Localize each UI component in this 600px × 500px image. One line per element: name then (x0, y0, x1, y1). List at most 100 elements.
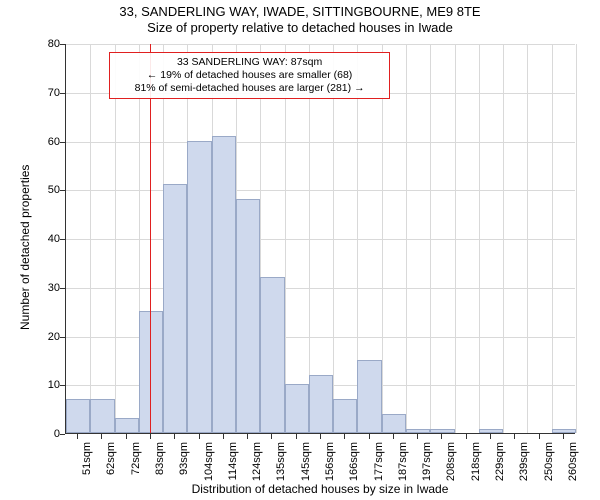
gridline-v (576, 44, 577, 433)
y-tick (60, 385, 65, 386)
x-tick (174, 434, 175, 439)
x-tick (126, 434, 127, 439)
x-tick-label: 260sqm (567, 442, 579, 482)
y-tick-label: 10 (30, 379, 60, 391)
annotation-box: 33 SANDERLING WAY: 87sqm← 19% of detache… (109, 52, 390, 99)
gridline-v (479, 44, 480, 433)
histogram-bar (90, 399, 114, 433)
x-tick-label: 250sqm (543, 442, 555, 482)
y-tick-label: 0 (30, 428, 60, 440)
histogram-bar (236, 199, 260, 433)
gridline-v (90, 44, 91, 433)
marker-line (150, 44, 151, 433)
histogram-bar (309, 375, 333, 434)
x-tick (466, 434, 467, 439)
y-tick-label: 70 (30, 87, 60, 99)
x-tick (271, 434, 272, 439)
x-tick (344, 434, 345, 439)
x-tick (247, 434, 248, 439)
y-tick (60, 434, 65, 435)
y-tick (60, 239, 65, 240)
x-tick-label: 62sqm (105, 442, 117, 482)
x-tick (369, 434, 370, 439)
gridline-v (503, 44, 504, 433)
x-tick (490, 434, 491, 439)
x-tick-label: 51sqm (81, 442, 93, 482)
x-tick-label: 187sqm (397, 442, 409, 482)
histogram-bar (479, 429, 503, 433)
y-tick (60, 288, 65, 289)
histogram-bar (163, 184, 187, 433)
gridline-v (115, 44, 116, 433)
plot-area: 33 SANDERLING WAY: 87sqm← 19% of detache… (65, 44, 575, 434)
x-tick-label: 229sqm (494, 442, 506, 482)
x-tick (539, 434, 540, 439)
annotation-line-1: 33 SANDERLING WAY: 87sqm (116, 56, 383, 69)
x-tick (320, 434, 321, 439)
histogram-bar (285, 384, 309, 433)
y-tick (60, 142, 65, 143)
histogram-bar (382, 414, 406, 434)
x-tick-label: 239sqm (518, 442, 530, 482)
x-tick (393, 434, 394, 439)
gridline-v (406, 44, 407, 433)
gridline-h (66, 44, 575, 45)
x-tick-label: 72sqm (130, 442, 142, 482)
gridline-h (66, 288, 575, 289)
x-tick-label: 208sqm (445, 442, 457, 482)
gridline-v (455, 44, 456, 433)
histogram-bar (406, 429, 430, 433)
gridline-h (66, 239, 575, 240)
x-tick-label: 114sqm (227, 442, 239, 482)
x-tick-label: 145sqm (300, 442, 312, 482)
y-tick (60, 190, 65, 191)
chart-container: { "title_line1": "33, SANDERLING WAY, IW… (0, 0, 600, 500)
annotation-line-3: 81% of semi-detached houses are larger (… (116, 82, 383, 95)
x-tick-label: 166sqm (348, 442, 360, 482)
x-tick-label: 177sqm (373, 442, 385, 482)
x-tick-label: 156sqm (324, 442, 336, 482)
x-tick (563, 434, 564, 439)
x-tick (441, 434, 442, 439)
histogram-bar (212, 136, 236, 433)
y-tick-label: 80 (30, 38, 60, 50)
x-axis-label: Distribution of detached houses by size … (65, 482, 575, 496)
x-tick-label: 83sqm (154, 442, 166, 482)
title-line-2: Size of property relative to detached ho… (147, 20, 453, 35)
histogram-bar (357, 360, 381, 433)
histogram-bar (552, 429, 576, 433)
gridline-v (382, 44, 383, 433)
x-tick (101, 434, 102, 439)
gridline-v (527, 44, 528, 433)
histogram-bar (260, 277, 284, 433)
x-tick (223, 434, 224, 439)
x-tick (150, 434, 151, 439)
x-tick (296, 434, 297, 439)
gridline-v (333, 44, 334, 433)
y-tick-label: 50 (30, 184, 60, 196)
histogram-bar (66, 399, 90, 433)
x-tick (199, 434, 200, 439)
gridline-v (285, 44, 286, 433)
gridline-v (552, 44, 553, 433)
y-tick-label: 60 (30, 136, 60, 148)
annotation-line-2: ← 19% of detached houses are smaller (68… (116, 69, 383, 82)
gridline-h (66, 142, 575, 143)
x-tick-label: 135sqm (275, 442, 287, 482)
x-tick-label: 104sqm (203, 442, 215, 482)
y-tick-label: 40 (30, 233, 60, 245)
x-tick-label: 218sqm (470, 442, 482, 482)
x-tick (514, 434, 515, 439)
chart-title: 33, SANDERLING WAY, IWADE, SITTINGBOURNE… (0, 4, 600, 37)
histogram-bar (333, 399, 357, 433)
x-tick-label: 197sqm (421, 442, 433, 482)
gridline-h (66, 190, 575, 191)
title-line-1: 33, SANDERLING WAY, IWADE, SITTINGBOURNE… (119, 4, 480, 19)
histogram-bar (139, 311, 163, 433)
gridline-v (430, 44, 431, 433)
histogram-bar (115, 418, 139, 433)
x-tick-label: 124sqm (251, 442, 263, 482)
y-tick-label: 20 (30, 331, 60, 343)
y-tick-label: 30 (30, 282, 60, 294)
x-tick (417, 434, 418, 439)
